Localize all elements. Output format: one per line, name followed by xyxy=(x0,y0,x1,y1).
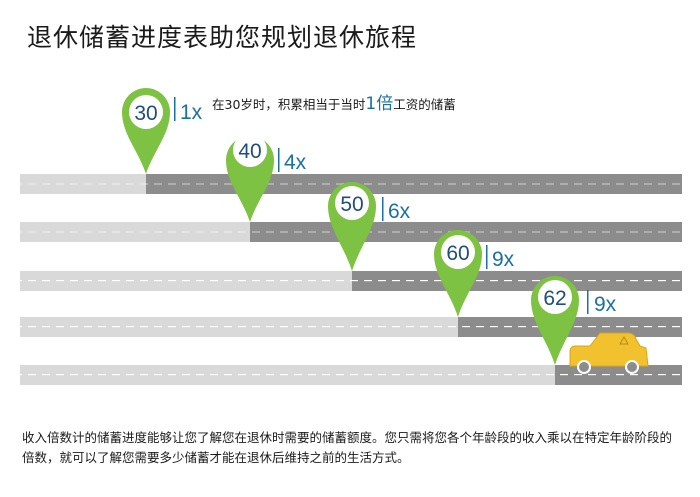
road-3 xyxy=(20,271,682,291)
description-caption: 收入倍数计的储蓄进度能够让您了解您在退休时需要的储蓄额度。您只需将您各个年龄段的… xyxy=(22,430,673,465)
age-label: 60 xyxy=(446,242,469,265)
note-text-before: 在30岁时，积累相当于当时 xyxy=(212,97,366,112)
multiple-label: 9x xyxy=(492,248,515,271)
milestone-pin-30: 30 1x xyxy=(122,88,203,174)
multiple-label: 6x xyxy=(388,200,411,223)
age-label: 62 xyxy=(543,287,566,310)
age-label: 30 xyxy=(134,102,157,125)
first-milestone-note: 在30岁时，积累相当于当时1倍工资的储蓄 xyxy=(212,89,456,114)
multiple-label: 4x xyxy=(284,151,307,174)
road-4 xyxy=(20,317,682,337)
age-label: 40 xyxy=(238,140,261,163)
multiple-label: 1x xyxy=(180,101,203,124)
page-title: 退休储蓄进度表助您规划退休旅程 xyxy=(27,23,418,52)
age-label: 50 xyxy=(340,193,363,216)
multiple-label: 9x xyxy=(594,293,617,316)
note-highlight: 1倍 xyxy=(365,94,394,114)
milestone-pin-62: 62 9x xyxy=(531,276,617,365)
car-icon xyxy=(569,332,649,374)
road-5 xyxy=(20,365,682,385)
note-text-after: 工资的储蓄 xyxy=(393,97,456,112)
milestone-pin-40: 40 4x xyxy=(226,133,307,222)
milestone-pin-50: 50 6x xyxy=(328,182,411,271)
milestone-pin-60: 60 9x xyxy=(434,230,515,317)
